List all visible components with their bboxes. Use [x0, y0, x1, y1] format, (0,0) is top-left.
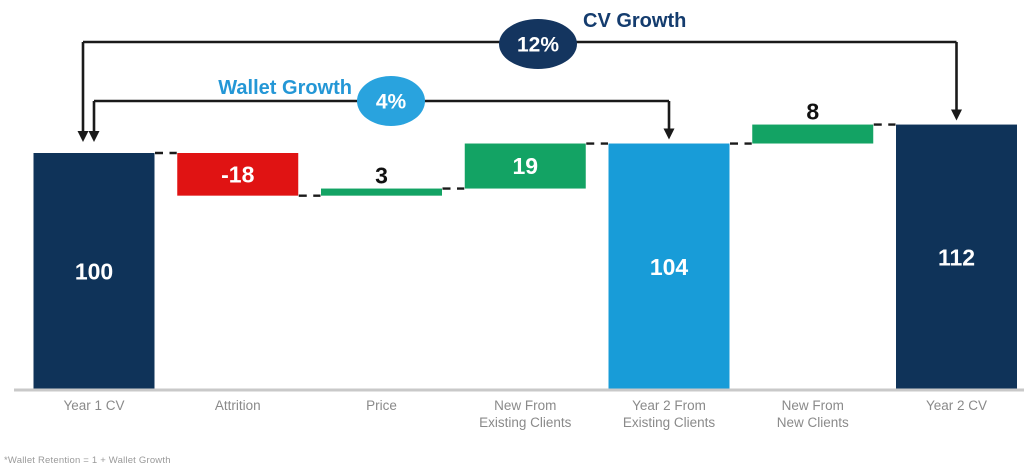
cv-growth-from-arrow-head	[77, 131, 89, 142]
axis-label-year-2-from-existing-clients: Year 2 From	[632, 398, 706, 413]
axis-label-new-from-new-clients: New Clients	[777, 415, 849, 430]
wallet-growth-label: Wallet Growth	[218, 77, 352, 99]
bar-new-from-existing-clients	[464, 143, 586, 189]
wallet-growth-badge-ellipse	[357, 76, 425, 126]
bar-value: 19	[512, 153, 538, 179]
cv-growth-badge-value: 12%	[517, 34, 559, 57]
bar-year-2-from-existing-clients	[608, 143, 730, 390]
bar-value: 8	[806, 99, 819, 125]
axis-label-new-from-new-clients: New From	[782, 398, 844, 413]
bar-value: 104	[650, 254, 689, 280]
cv-growth-to-arrow-head	[951, 109, 962, 121]
bar-attrition	[177, 153, 299, 196]
wallet-growth-to-arrow-head	[663, 128, 675, 140]
wallet-growth-from-arrow-head	[88, 131, 100, 142]
bar-value: 3	[375, 163, 388, 189]
bar-year-2-cv	[896, 124, 1017, 390]
axis-label-attrition: Attrition	[215, 398, 261, 413]
bar-value: 112	[938, 244, 975, 270]
bar-new-from-new-clients	[752, 124, 874, 144]
bar-value: -18	[221, 161, 254, 187]
cv-growth-label: CV Growth	[583, 10, 686, 32]
bar-price	[321, 188, 442, 196]
axis-label-new-from-existing-clients: New From	[494, 398, 556, 413]
axis-label-new-from-existing-clients: Existing Clients	[479, 415, 572, 430]
wallet-growth-badge-value: 4%	[376, 91, 407, 114]
bar-value: 100	[75, 259, 113, 285]
axis-label-price: Price	[366, 398, 397, 413]
axis-label-year-1-cv: Year 1 CV	[63, 398, 124, 413]
cv-growth-badge-ellipse	[499, 19, 577, 69]
axis-label-year-2-cv: Year 2 CV	[926, 398, 987, 413]
bar-year-1-cv	[33, 153, 155, 390]
axis-label-year-2-from-existing-clients: Existing Clients	[623, 415, 716, 430]
chart-footnote: *Wallet Retention = 1 + Wallet Growth	[4, 455, 171, 466]
